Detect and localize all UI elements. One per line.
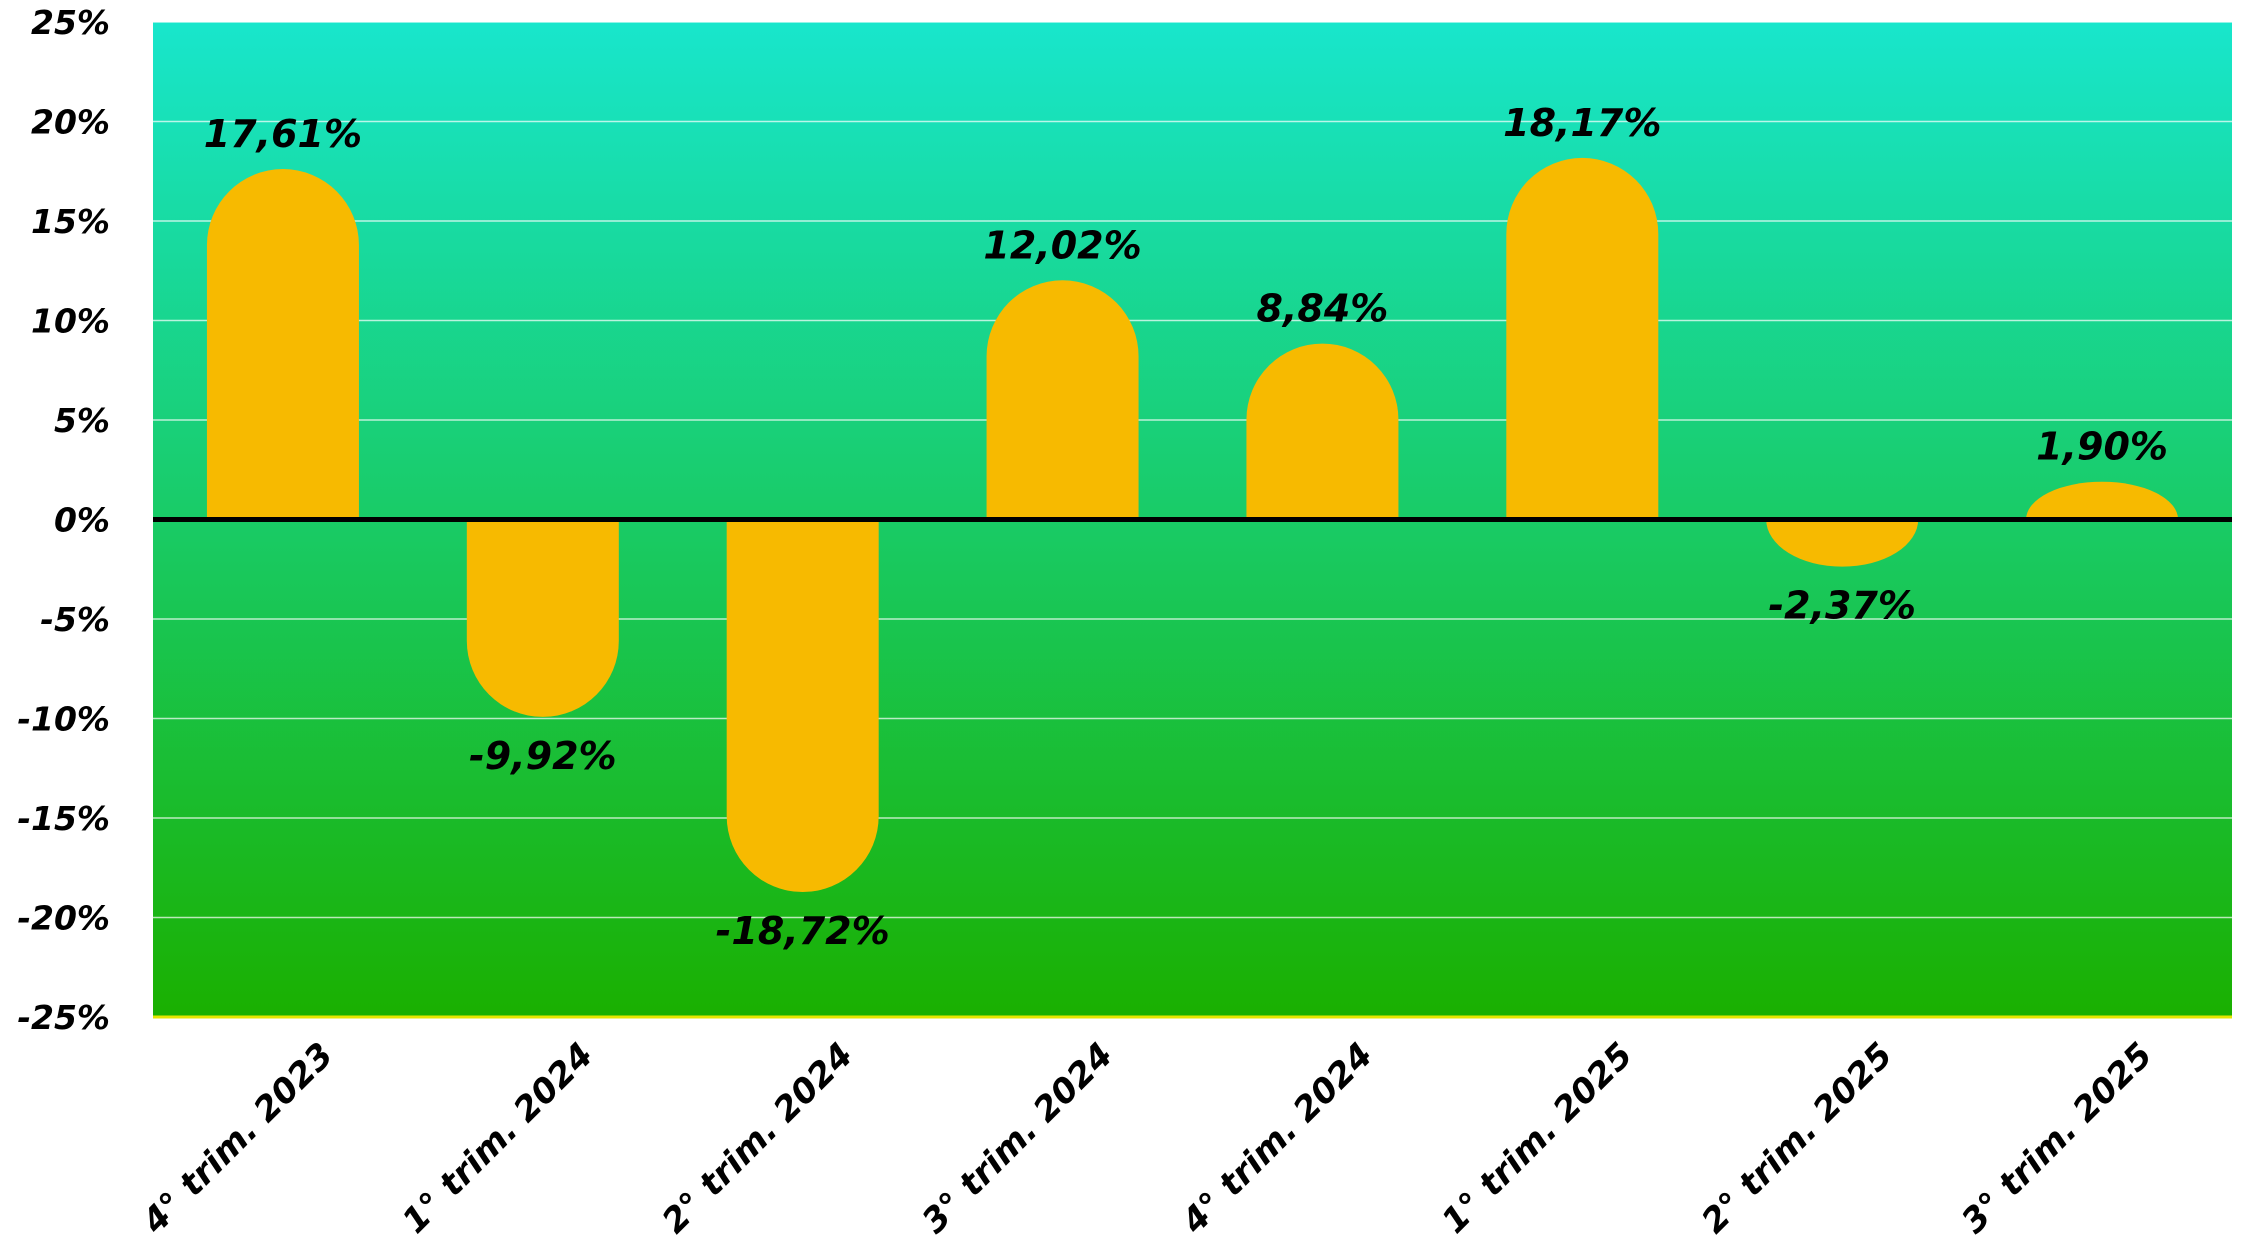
y-tick-label: -20% bbox=[17, 899, 110, 938]
category-label: 1° trim. 2025 bbox=[1434, 1035, 1640, 1241]
gridlines bbox=[153, 21, 2232, 919]
y-tick-label: -25% bbox=[17, 998, 110, 1037]
y-tick-label: 20% bbox=[31, 103, 110, 142]
y-tick-label: 25% bbox=[31, 3, 110, 42]
y-tick-label: 5% bbox=[54, 401, 110, 440]
category-label: 1° trim. 2024 bbox=[395, 1035, 601, 1241]
bar bbox=[206, 169, 359, 520]
data-label: 17,61% bbox=[204, 112, 362, 156]
data-label: -18,72% bbox=[716, 909, 890, 953]
bar bbox=[1246, 343, 1399, 520]
y-tick-label: 10% bbox=[31, 302, 110, 341]
category-label: 3° trim. 2025 bbox=[1954, 1035, 2160, 1241]
axes bbox=[153, 517, 2232, 1019]
bar bbox=[726, 519, 879, 893]
y-tick-labels: 25% 20% 15% 10% 5% 0% -5% -10% -15% -20% -25% bbox=[17, 3, 110, 1037]
y-tick-label: 15% bbox=[31, 202, 110, 241]
data-labels: 17,61% -9,92% -18,72% 12,02% 8,84% 18,17% -2,3… bbox=[204, 101, 2168, 953]
category-label: 2° trim. 2025 bbox=[1694, 1035, 1900, 1241]
category-label: 4° trim. 2024 bbox=[1174, 1035, 1381, 1242]
data-label: 18,17% bbox=[1503, 101, 1661, 145]
bar bbox=[466, 519, 619, 717]
category-label: 4° trim. 2023 bbox=[134, 1035, 341, 1242]
bar bbox=[986, 280, 1139, 520]
y-tick-label: 0% bbox=[54, 501, 110, 540]
bar bbox=[1506, 157, 1659, 520]
bar bbox=[2026, 481, 2179, 520]
category-label: 3° trim. 2024 bbox=[914, 1035, 1120, 1241]
data-label: 8,84% bbox=[1257, 287, 1389, 331]
bar bbox=[1766, 519, 1919, 567]
y-tick-label: -10% bbox=[17, 700, 110, 739]
category-label: 2° trim. 2024 bbox=[655, 1035, 861, 1241]
y-tick-label: -15% bbox=[17, 799, 110, 838]
category-labels: 4° trim. 2023 1° trim. 2024 2° trim. 2024 3… bbox=[134, 1035, 2160, 1242]
bars bbox=[206, 157, 2179, 893]
data-label: -2,37% bbox=[1768, 584, 1916, 628]
data-label: -9,92% bbox=[469, 734, 617, 778]
y-tick-label: -5% bbox=[40, 600, 110, 639]
data-label: 1,90% bbox=[2036, 425, 2168, 469]
data-label: 12,02% bbox=[983, 223, 1141, 267]
